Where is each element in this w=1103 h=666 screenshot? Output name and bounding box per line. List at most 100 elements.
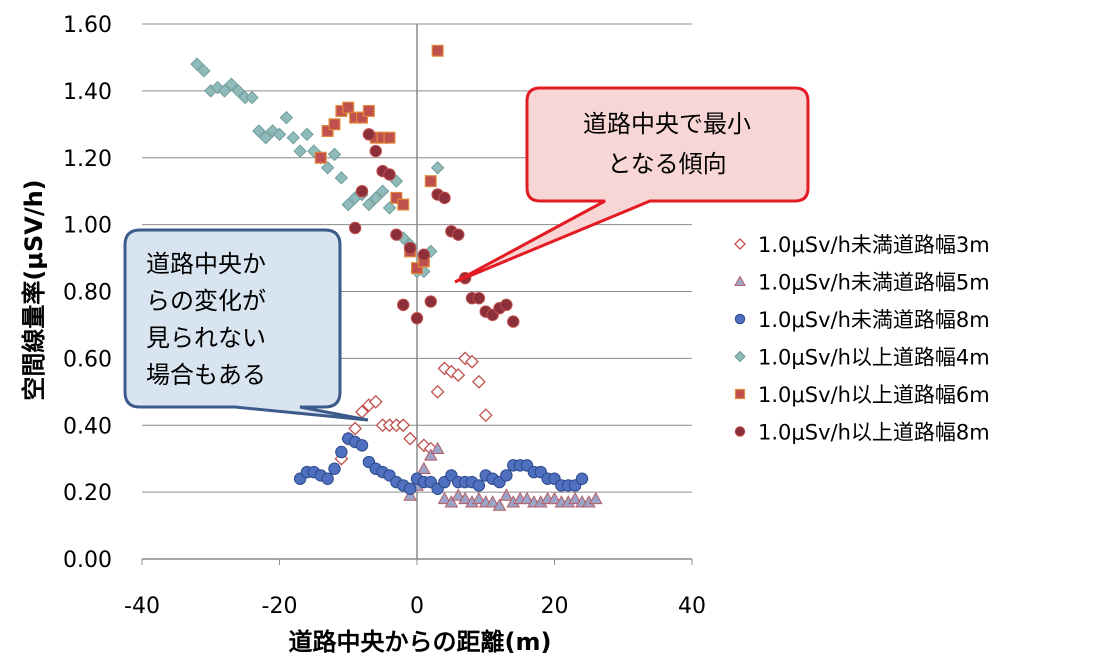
legend-label: 1.0μSv/h以上道路幅6m xyxy=(758,383,990,407)
data-point xyxy=(452,228,465,241)
data-point xyxy=(397,198,410,211)
data-point xyxy=(431,44,444,57)
legend-label: 1.0μSv/h未満道路幅5m xyxy=(758,271,990,295)
data-point xyxy=(472,479,486,492)
data-points xyxy=(190,44,603,511)
data-point xyxy=(410,312,424,325)
data-point xyxy=(575,472,589,485)
x-tick-label: -20 xyxy=(262,594,298,619)
y-tick-label: 0.20 xyxy=(63,481,112,506)
data-point xyxy=(424,175,437,188)
data-point xyxy=(252,124,266,138)
y-tick-label: 0.60 xyxy=(63,347,112,372)
data-point xyxy=(245,90,259,105)
data-point xyxy=(272,127,287,142)
y-tick-label: 0.00 xyxy=(63,548,112,573)
data-point xyxy=(430,161,445,175)
legend-marker xyxy=(734,238,746,250)
data-point xyxy=(382,201,397,215)
data-point xyxy=(348,421,363,436)
data-point xyxy=(547,491,562,505)
data-point xyxy=(568,491,582,505)
x-tick-label: 20 xyxy=(541,594,569,619)
series-2 xyxy=(403,441,603,511)
data-point xyxy=(492,498,507,511)
data-point xyxy=(224,77,239,91)
callout-pink-shape xyxy=(454,86,810,284)
legend-marker xyxy=(734,388,746,400)
x-tick-label: 40 xyxy=(678,594,706,619)
x-tick-label: -40 xyxy=(124,594,160,619)
data-point xyxy=(472,491,486,505)
series-4 xyxy=(190,57,445,279)
data-point xyxy=(355,184,369,198)
data-point xyxy=(500,298,513,312)
data-point xyxy=(231,84,245,98)
legend-label: 1.0μSv/h未満道路幅8m xyxy=(758,308,990,332)
callout-blue-line-1: 道路中央か xyxy=(146,250,266,278)
data-point xyxy=(335,445,348,459)
data-point xyxy=(259,130,273,145)
data-point xyxy=(451,368,466,383)
callout-blue-line-2: らの変化が xyxy=(146,287,266,315)
y-tick-label: 1.40 xyxy=(63,80,112,105)
data-point xyxy=(390,228,403,241)
data-point xyxy=(190,57,204,71)
callout-pink: 道路中央で最小 となる傾向 xyxy=(454,86,810,284)
y-tick-label: 0.40 xyxy=(63,414,112,439)
data-point xyxy=(403,482,417,495)
y-axis-title: 空間線量率(μSV/h) xyxy=(20,179,48,400)
axes xyxy=(141,24,693,565)
data-point xyxy=(362,197,376,212)
data-point xyxy=(411,262,424,275)
callout-blue: 道路中央か らの変化が 見られない 場合もある xyxy=(123,228,369,422)
series-1 xyxy=(334,351,493,466)
data-point xyxy=(499,488,514,501)
data-point xyxy=(444,495,459,508)
y-tick-label: 0.80 xyxy=(63,281,112,306)
data-point xyxy=(328,462,341,475)
data-point xyxy=(396,418,411,433)
data-point xyxy=(458,491,472,505)
legend-label: 1.0μSv/h以上道路幅4m xyxy=(758,346,990,370)
data-point xyxy=(500,469,513,482)
data-point xyxy=(286,130,300,145)
legend-marker xyxy=(734,275,746,286)
data-point xyxy=(520,491,534,505)
y-tick-label: 1.60 xyxy=(63,13,112,38)
data-point xyxy=(430,384,445,399)
data-point xyxy=(369,144,382,158)
legend-marker xyxy=(734,350,746,363)
y-tick-label: 1.20 xyxy=(63,147,112,172)
data-point xyxy=(197,64,211,78)
series-6 xyxy=(348,128,520,328)
data-point xyxy=(355,439,369,452)
data-point xyxy=(472,291,486,305)
legend-label: 1.0μSv/h未満道路幅3m xyxy=(758,233,990,257)
data-point xyxy=(300,127,314,142)
legend-label: 1.0μSv/h以上道路幅8m xyxy=(758,421,990,445)
x-tick-label: 0 xyxy=(410,594,424,619)
data-point xyxy=(390,191,403,204)
data-point xyxy=(375,184,390,198)
data-point xyxy=(383,131,396,144)
data-point xyxy=(403,431,418,446)
y-tick-labels: 0.00 0.20 0.40 0.60 0.80 1.00 1.20 1.40 1.60 xyxy=(63,13,112,573)
data-point xyxy=(342,101,355,114)
data-point xyxy=(327,147,342,162)
data-point xyxy=(369,191,383,205)
data-point xyxy=(430,441,445,454)
data-point xyxy=(348,221,362,235)
data-point xyxy=(362,104,375,117)
data-point xyxy=(507,315,520,328)
data-point xyxy=(417,248,431,261)
data-point xyxy=(320,161,335,175)
data-point xyxy=(478,408,493,423)
data-point xyxy=(424,295,437,308)
data-point xyxy=(485,495,500,508)
series-5 xyxy=(314,44,444,275)
data-point xyxy=(279,110,294,125)
data-point xyxy=(321,472,334,485)
data-point xyxy=(438,191,451,205)
